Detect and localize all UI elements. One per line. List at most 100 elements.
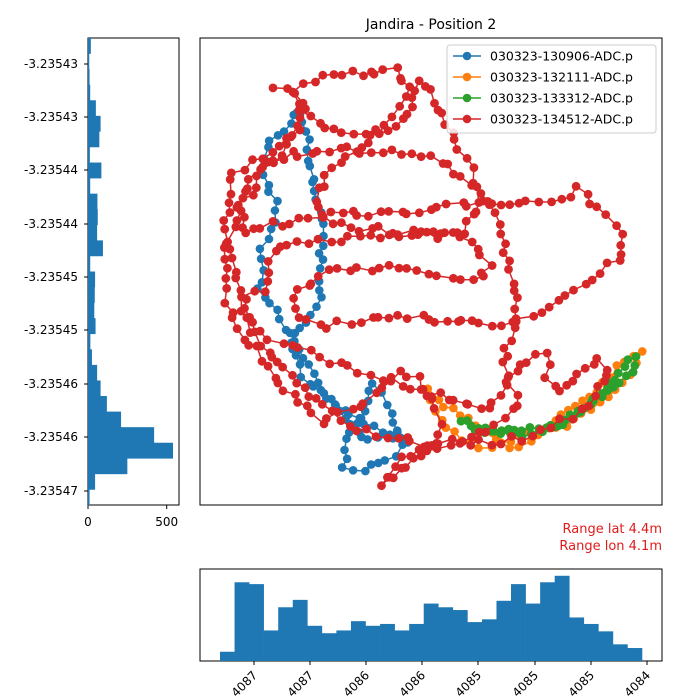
series-134512-point (371, 432, 381, 441)
series-133312-point (525, 423, 535, 432)
lon-histogram: 4087 4087 4086 4086 4085 4085 4085 4084 (199, 568, 663, 700)
series-134512-point (436, 388, 446, 398)
series-130906-point (295, 360, 305, 369)
series-134512-point (426, 85, 435, 94)
series-134512-point (242, 313, 252, 323)
lon-histogram-bar (263, 630, 279, 661)
lon-histogram-bars (220, 575, 643, 661)
series-134512-point (433, 430, 443, 439)
series-132111-point (449, 403, 458, 413)
lat-histogram-bar (88, 255, 91, 272)
series-134512-point (407, 93, 417, 102)
series-134512-point (346, 421, 355, 431)
series-134512-point (462, 153, 472, 163)
series-134512-point (219, 216, 229, 225)
series-134512-point (479, 271, 488, 281)
lon-histogram-bar (249, 584, 264, 661)
series-134512-point (243, 184, 252, 194)
series-134512-point (301, 315, 311, 324)
series-134512-point (430, 98, 439, 108)
series-134512-point (460, 229, 470, 239)
lat-histogram-bar (88, 318, 96, 335)
series-134512-point (509, 286, 519, 296)
series-134512-point (349, 129, 359, 139)
series-130906-point (363, 435, 372, 444)
lat-histogram-bar (88, 38, 91, 54)
series-134512-point (410, 86, 420, 96)
lat-histogram-bar (88, 364, 98, 381)
series-134512-point (363, 211, 373, 221)
series-134512-point (378, 65, 388, 74)
series-134512-point (455, 172, 465, 181)
lon-tick-label: 4087 (285, 668, 316, 699)
lon-histogram-bar (365, 625, 381, 661)
lon-histogram-bar (525, 603, 541, 661)
series-134512-point (248, 155, 257, 165)
series-134512-point (459, 198, 469, 208)
series-133312-point (621, 371, 631, 381)
series-134512-point (394, 263, 404, 273)
series-134512-point (487, 440, 497, 450)
series-134512-point (366, 230, 376, 240)
series-134512-point (466, 440, 476, 450)
series-134512-point (346, 266, 355, 276)
series-130906-point (265, 298, 274, 308)
series-134512-point (263, 277, 273, 286)
series-130906-point (274, 314, 284, 324)
lon-histogram-bar (423, 603, 439, 661)
series-134512-point (268, 83, 278, 93)
series-130906-point (309, 175, 319, 184)
series-134512-point (346, 223, 356, 233)
series-134512-point (387, 145, 397, 155)
series-134512-point (456, 275, 465, 284)
series-134512-point (489, 420, 498, 430)
series-134512-point (416, 451, 426, 461)
series-130906-point (273, 305, 282, 315)
series-134512-point (292, 152, 302, 162)
series-132111-point (612, 361, 622, 370)
series-134512-point (485, 200, 494, 210)
series-134512-point (427, 205, 436, 215)
series-134512-point (319, 170, 329, 180)
series-134512-point (361, 129, 371, 139)
series-134512-point (336, 128, 346, 138)
series-134512-point (376, 233, 385, 243)
series-134512-point (424, 269, 434, 279)
lon-histogram-bar (278, 607, 294, 661)
series-130906-point (314, 249, 324, 258)
series-134512-point (258, 162, 267, 172)
series-134512-point (396, 366, 406, 376)
series-134512-point (433, 234, 443, 244)
series-134512-point (282, 240, 291, 250)
series-134512-point (540, 373, 550, 383)
series-134512-point (501, 377, 511, 387)
series-134512-point (238, 223, 247, 233)
series-130906-point (295, 323, 305, 333)
series-134512-point (357, 318, 366, 327)
series-133312-point (623, 355, 633, 365)
series-134512-point (356, 402, 366, 412)
series-134512-point (326, 207, 336, 217)
series-134512-point (264, 268, 274, 278)
series-134512-point (295, 113, 305, 123)
series-130906-point (256, 254, 266, 264)
lon-histogram-bar (627, 648, 643, 661)
lat-tick-label: -3.23546 (24, 430, 78, 444)
series-134512-point (437, 419, 447, 429)
series-130906-point (374, 458, 383, 468)
series-134512-point (321, 324, 331, 333)
series-134512-point (376, 207, 386, 217)
series-130906-point (264, 234, 274, 244)
series-134512-point (393, 310, 402, 320)
series-134512-point (416, 152, 426, 162)
series-134512-point (401, 372, 411, 382)
series-134512-point (507, 432, 516, 441)
lon-histogram-bar (394, 630, 410, 661)
series-134512-point (510, 323, 520, 333)
series-130906-point (317, 292, 326, 302)
series-134512-point (498, 248, 508, 258)
series-134512-point (226, 168, 236, 178)
series-130906-point (342, 454, 352, 464)
legend-box (446, 44, 657, 134)
series-134512-point (503, 351, 513, 361)
